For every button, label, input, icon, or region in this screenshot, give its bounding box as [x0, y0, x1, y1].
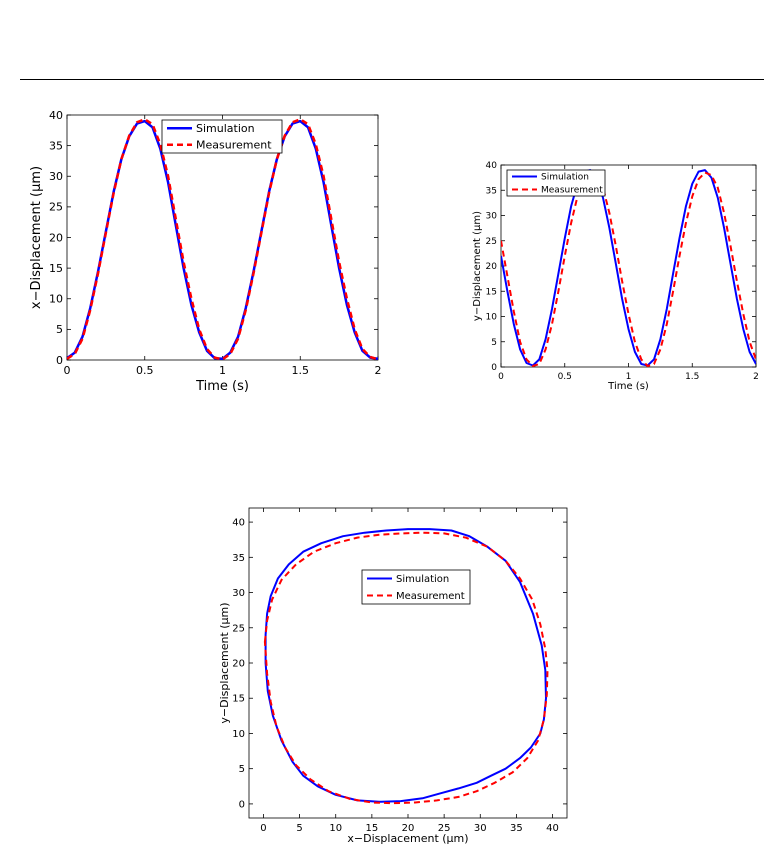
y-tick-label: 15 [49, 262, 63, 275]
top-rule [20, 79, 764, 80]
legend-label-measurement: Measurement [196, 139, 272, 152]
plot-frame [66, 114, 379, 361]
y-axis-label: x−Displacement (μm) [29, 166, 44, 309]
y-axis-label: y−Displacement (μm) [218, 602, 231, 723]
y-tick-label: 30 [486, 212, 498, 222]
y-tick-label: 5 [239, 764, 245, 775]
x-tick-label: 20 [402, 823, 415, 834]
series-line-simulation [264, 528, 547, 803]
y-tick-label: 25 [49, 201, 63, 214]
y-tick-label: 35 [49, 139, 63, 152]
x-tick-label: 2 [753, 372, 759, 382]
plot-frame [500, 164, 757, 368]
y-tick-label: 40 [232, 518, 245, 529]
y-tick-label: 20 [49, 231, 63, 244]
y-axis-label: y−Displacement (μm) [472, 211, 483, 321]
x-tick-label: 0 [498, 372, 504, 382]
y-tick-label: 10 [486, 313, 498, 323]
series-line-simulation [501, 169, 756, 367]
x-tick-label: 2 [375, 364, 382, 377]
x-tick-label: 1 [219, 364, 226, 377]
x-tick-label: 5 [296, 823, 302, 834]
y-tick-label: 15 [486, 287, 497, 297]
legend-label-simulation: Simulation [196, 122, 255, 135]
y-tick-label: 30 [232, 588, 245, 599]
legend-box [361, 569, 471, 605]
x-tick-label: 1 [626, 372, 632, 382]
y-tick-label: 20 [232, 659, 245, 670]
plot-frame [248, 507, 568, 819]
y-tick-label: 10 [49, 293, 63, 306]
y-tick-label: 0 [491, 363, 497, 373]
legend-label-measurement: Measurement [396, 591, 465, 602]
y-tick-label: 15 [232, 694, 245, 705]
x-tick-label: 0.5 [136, 364, 154, 377]
series-line-measurement [263, 531, 549, 805]
x-tick-label: 15 [365, 823, 378, 834]
x-tick-label: 30 [474, 823, 487, 834]
x-tick-label: 25 [438, 823, 451, 834]
y-tick-label: 10 [232, 729, 245, 740]
x-tick-label: 10 [329, 823, 342, 834]
legend-label-simulation: Simulation [396, 574, 449, 585]
x-axis-label: x−Displacement (μm) [347, 832, 468, 845]
series-line-measurement [501, 171, 756, 367]
x-axis-label: Time (s) [195, 379, 249, 394]
y-tick-label: 35 [232, 553, 245, 564]
x-tick-label: 40 [546, 823, 559, 834]
legend-label-measurement: Measurement [541, 186, 603, 196]
legend-box [161, 119, 283, 154]
y-tick-label: 25 [232, 623, 245, 634]
y-tick-label: 35 [486, 186, 497, 196]
y-tick-label: 5 [56, 323, 63, 336]
y-tick-label: 0 [239, 799, 245, 810]
y-tick-label: 5 [491, 338, 497, 348]
y-tick-label: 40 [486, 161, 498, 171]
x-tick-label: 1.5 [292, 364, 310, 377]
y-tick-label: 0 [56, 354, 63, 367]
y-tick-label: 30 [49, 170, 63, 183]
x-tick-label: 0 [64, 364, 71, 377]
x-tick-label: 0 [260, 823, 266, 834]
legend-box [506, 169, 606, 197]
x-tick-label: 35 [510, 823, 523, 834]
x-axis-label: Time (s) [607, 381, 649, 392]
y-tick-label: 20 [486, 262, 498, 272]
x-tick-label: 1.5 [685, 372, 699, 382]
y-tick-label: 40 [49, 109, 63, 122]
x-tick-label: 0.5 [558, 372, 572, 382]
legend-label-simulation: Simulation [541, 173, 589, 183]
y-tick-label: 25 [486, 237, 497, 247]
